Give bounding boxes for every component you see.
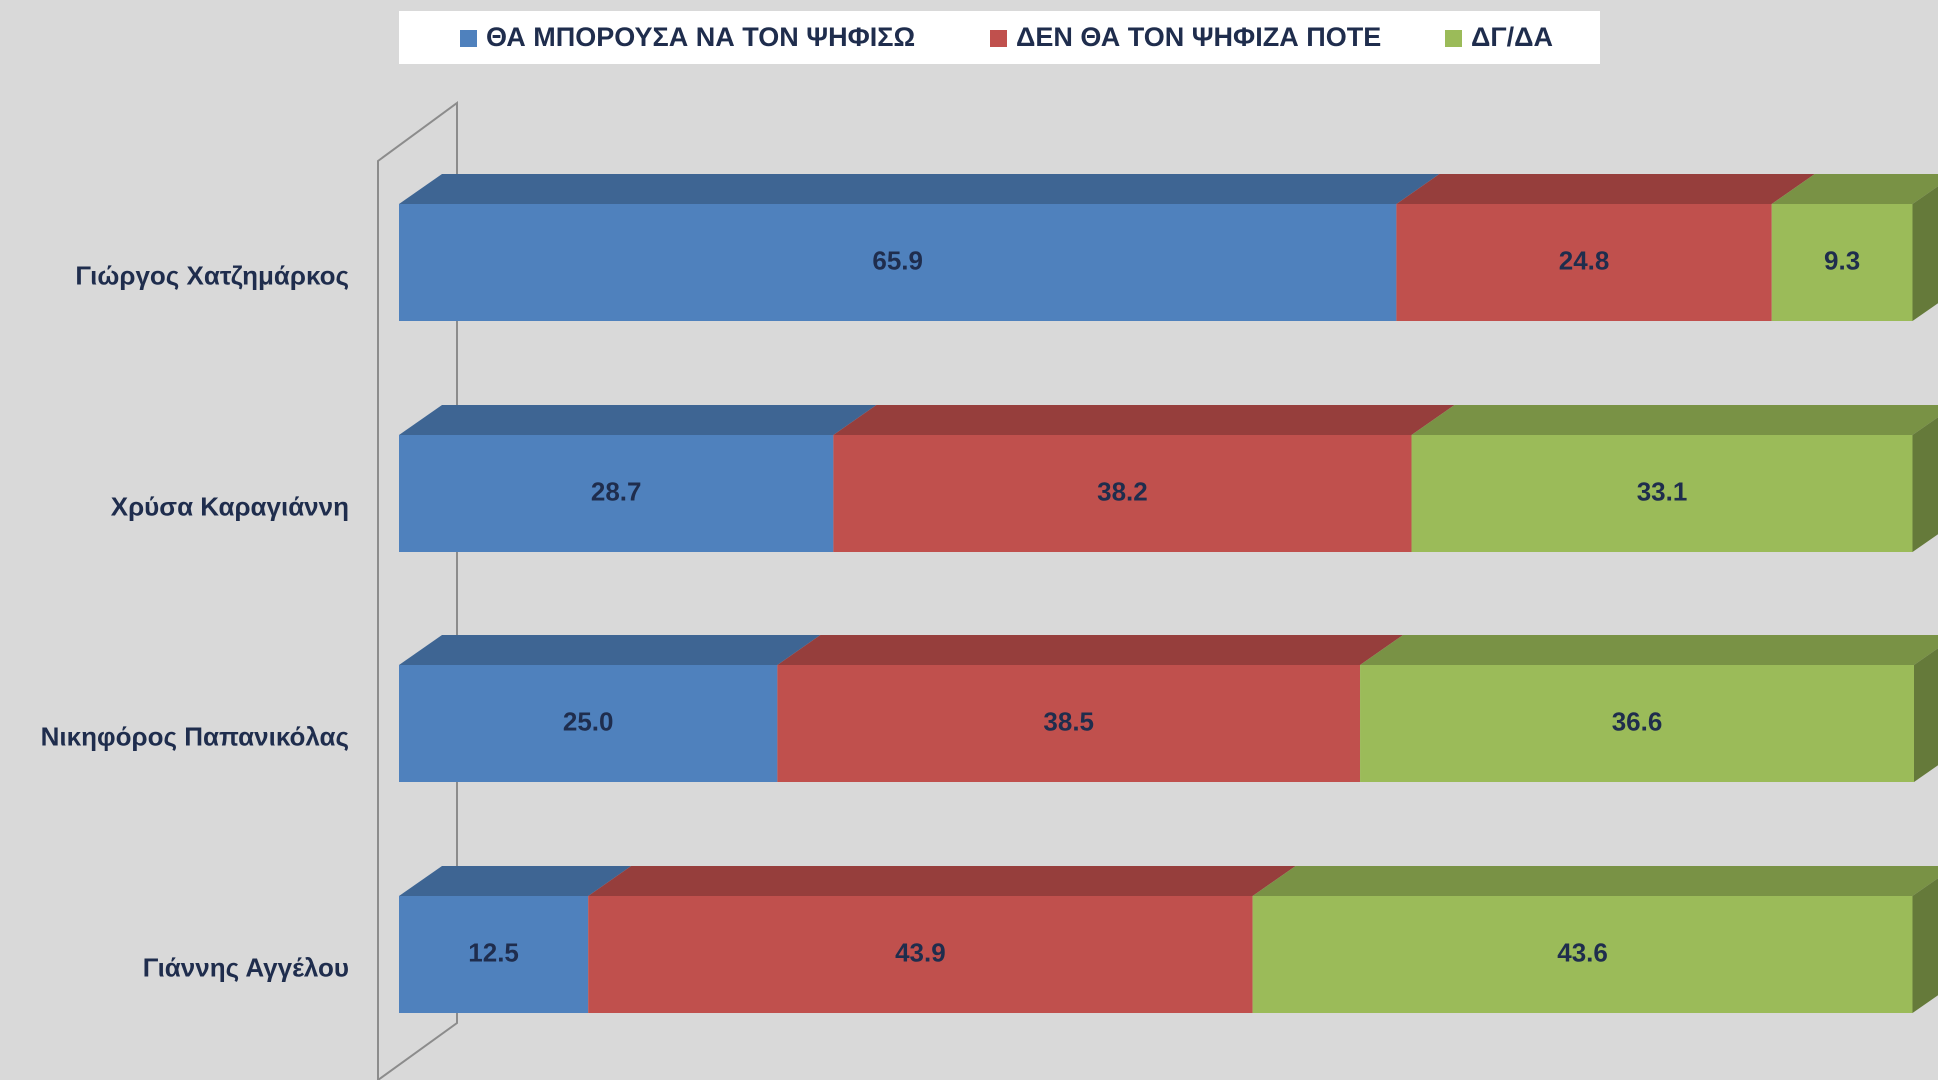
data-label: 24.8 xyxy=(1559,245,1610,275)
back-wall xyxy=(377,101,458,1080)
bar-top xyxy=(1360,635,1938,665)
bar xyxy=(1360,665,1914,782)
legend-swatch xyxy=(990,30,1007,47)
data-label: 25.0 xyxy=(563,706,614,736)
bar-top xyxy=(399,405,877,435)
bar-top xyxy=(399,174,1440,204)
bar xyxy=(1771,204,1913,321)
bar-side xyxy=(1912,878,1938,1013)
bar-top xyxy=(1771,174,1938,204)
bar xyxy=(777,665,1361,782)
data-label: 65.9 xyxy=(872,245,923,275)
bar-side xyxy=(1914,648,1938,782)
data-label: 38.2 xyxy=(1097,476,1148,506)
bar-top xyxy=(1411,405,1938,435)
bar-top xyxy=(588,866,1296,896)
category-label: Νικηφόρος Παπανικόλας xyxy=(41,721,349,751)
data-label: 43.9 xyxy=(895,937,946,967)
bar-top xyxy=(1396,174,1815,204)
data-label: 36.6 xyxy=(1612,706,1663,736)
bar xyxy=(1252,896,1913,1013)
bar-side xyxy=(1912,186,1938,321)
bar xyxy=(1396,204,1772,321)
legend-label: ΔΕΝ ΘΑ ΤΟΝ ΨΗΦΙΖΑ ΠΟΤΕ xyxy=(1016,22,1381,52)
bar-top xyxy=(833,405,1455,435)
legend-swatch xyxy=(1445,30,1462,47)
bar xyxy=(399,665,778,782)
bar-side xyxy=(1912,417,1938,552)
bar xyxy=(399,435,834,552)
data-label: 43.6 xyxy=(1557,937,1608,967)
data-label: 28.7 xyxy=(591,476,642,506)
category-label: Γιώργος Χατζημάρκος xyxy=(75,260,349,290)
legend-label: ΘΑ ΜΠΟΡΟΥΣΑ ΝΑ ΤΟΝ ΨΗΦΙΣΩ xyxy=(486,22,915,52)
bar-top xyxy=(399,866,632,896)
legend-label: ΔΓ/ΔΑ xyxy=(1471,22,1553,52)
bar-top xyxy=(399,635,821,665)
bar xyxy=(1411,435,1913,552)
category-label: Γιάννης Αγγέλου xyxy=(143,952,349,982)
bar-top xyxy=(777,635,1404,665)
category-label: Χρύσα Καραγιάννη xyxy=(111,491,349,521)
data-label: 38.5 xyxy=(1043,706,1094,736)
bar xyxy=(399,896,589,1013)
data-label: 33.1 xyxy=(1637,476,1688,506)
bar-top xyxy=(1252,866,1938,896)
data-label: 12.5 xyxy=(468,937,519,967)
bar xyxy=(399,204,1397,321)
data-label: 9.3 xyxy=(1824,245,1860,275)
bar xyxy=(833,435,1412,552)
bar xyxy=(588,896,1253,1013)
legend-swatch xyxy=(460,30,477,47)
